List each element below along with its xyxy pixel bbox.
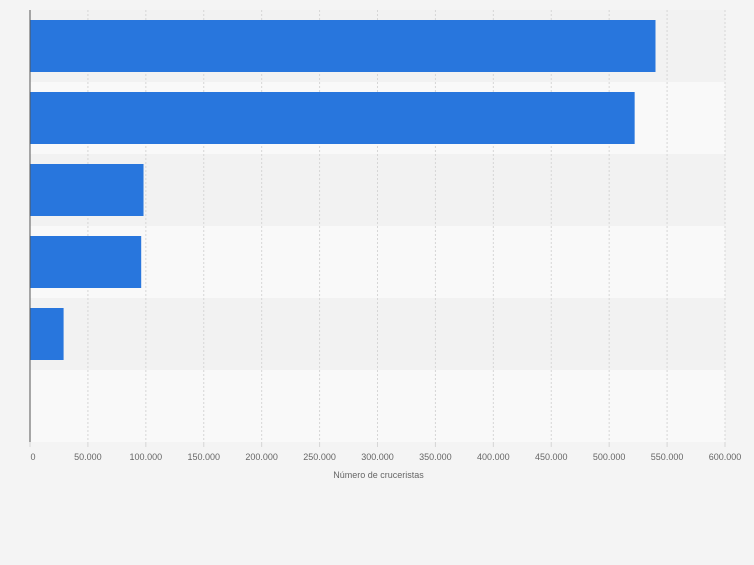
x-tick-label: 50.000 — [74, 452, 102, 462]
bar — [30, 308, 64, 360]
x-tick-label: 150.000 — [187, 452, 220, 462]
x-tick-label: 500.000 — [593, 452, 626, 462]
x-tick-labels: 0 50.000 100.000 150.000 200.000 250.000 300.0… — [29, 442, 742, 462]
x-tick-label: 300.000 — [361, 452, 394, 462]
bar — [30, 20, 656, 72]
x-tick-label: 250.000 — [303, 452, 336, 462]
x-tick-label: 350.000 — [419, 452, 452, 462]
bar — [30, 164, 144, 216]
gridlines — [87, 10, 726, 442]
x-tick-label: 0 — [30, 452, 35, 462]
x-tick-label: 450.000 — [535, 452, 568, 462]
bar — [30, 92, 635, 144]
bar — [30, 236, 142, 288]
bars — [30, 20, 656, 360]
x-tick-label: 100.000 — [130, 452, 163, 462]
x-tick-label: 200.000 — [245, 452, 278, 462]
x-axis-label: Número de cruceristas — [333, 470, 424, 480]
x-tick-label: 400.000 — [477, 452, 510, 462]
x-tick-label: 550.000 — [651, 452, 684, 462]
x-tick-label: 600.000 — [709, 452, 742, 462]
